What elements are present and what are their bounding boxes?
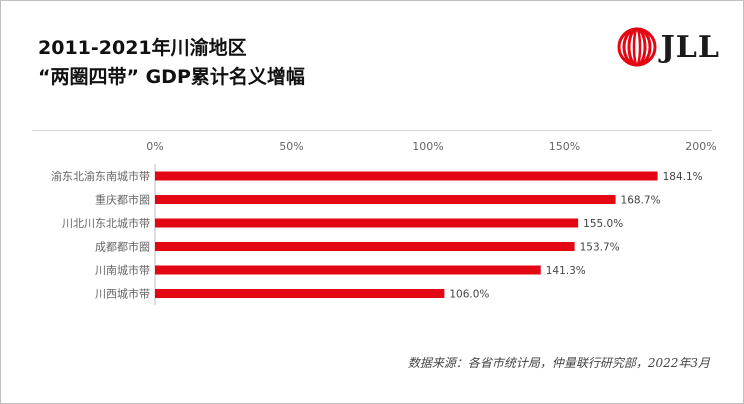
x-tick-label: 150%	[549, 140, 580, 153]
category-label: 川西城市带	[95, 287, 150, 301]
bar	[155, 289, 445, 298]
data-label: 141.3%	[546, 265, 586, 277]
data-label: 106.0%	[449, 289, 489, 301]
data-label: 168.7%	[621, 195, 661, 207]
category-label: 渝东北渝东南城市带	[51, 169, 150, 183]
title-line-1: 2011-2021年川渝地区	[38, 37, 247, 59]
jll-logo: JLL	[617, 27, 720, 67]
x-tick-label: 0%	[146, 140, 163, 153]
logo-text: JLL	[660, 29, 720, 65]
bar-chart: 0% 50% 100% 150% 200% 渝东北渝东南城市带 184.1% 重庆都市圈 168…	[51, 140, 717, 306]
data-source-note: 数据来源：各省市统计局，仲量联行研究部，2022年3月	[407, 356, 710, 370]
x-tick-label: 50%	[279, 140, 303, 153]
category-label: 川北川东北城市带	[62, 216, 150, 230]
data-label: 153.7%	[580, 242, 620, 254]
title-line-2: “两圈四带” GDP累计名义增幅	[38, 66, 305, 88]
category-label: 成都都市圈	[95, 240, 150, 254]
jll-swirl-icon	[617, 27, 657, 67]
bar	[155, 265, 541, 275]
category-label: 川南城市带	[95, 263, 150, 277]
x-tick-label: 200%	[685, 140, 716, 153]
bar	[155, 242, 575, 251]
x-tick-label: 100%	[412, 140, 443, 153]
category-label: 重庆都市圈	[95, 193, 150, 207]
title-divider	[32, 130, 712, 131]
data-label: 184.1%	[663, 171, 703, 183]
chart-title: 2011-2021年川渝地区 “两圈四带” GDP累计名义增幅	[38, 34, 305, 92]
bar	[155, 218, 579, 228]
bar	[155, 195, 616, 204]
bar	[155, 171, 658, 181]
data-label: 155.0%	[583, 218, 623, 230]
